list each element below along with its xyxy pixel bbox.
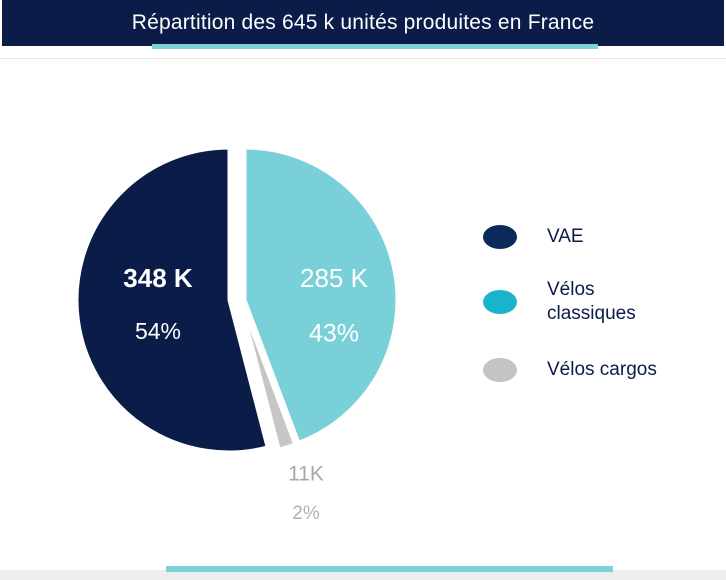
percent-label-velos-cargos: 2%: [292, 503, 320, 524]
legend-swatch-velos-cargos: [483, 358, 517, 382]
legend-item-vae: VAE: [483, 225, 584, 249]
pie-slice-vae: [75, 146, 269, 454]
value-label-velos-classiques: 285 K: [300, 263, 369, 293]
percent-label-vae: 54%: [135, 318, 181, 344]
value-label-velos-cargos: 11K: [288, 463, 324, 486]
legend-label-velos-cargos: Vélos cargos: [547, 359, 657, 380]
percent-label-velos-classiques: 43%: [309, 320, 359, 348]
divider: [0, 58, 726, 59]
legend-label-vae: VAE: [547, 226, 584, 247]
legend-item-velos-classiques: Vélos classiques: [483, 278, 636, 326]
pie-slice-velos-classiques: [243, 146, 399, 445]
footer-accent-bar: [166, 566, 613, 572]
chart-title-bar: Répartition des 645 k unités produites e…: [2, 0, 724, 46]
title-accent-bar: [152, 44, 598, 49]
legend-swatch-velos-classiques: [483, 290, 517, 314]
legend-item-velos-cargos: Vélos cargos: [483, 358, 657, 382]
legend-swatch-vae: [483, 225, 517, 249]
footer-shadow: [0, 570, 726, 580]
pie-slice-velos-cargos: [239, 301, 297, 451]
value-label-vae: 348 K: [123, 263, 193, 293]
legend-label-velos-classiques: Vélos classiques: [547, 279, 636, 324]
chart-title: Répartition des 645 k unités produites e…: [131, 11, 595, 34]
